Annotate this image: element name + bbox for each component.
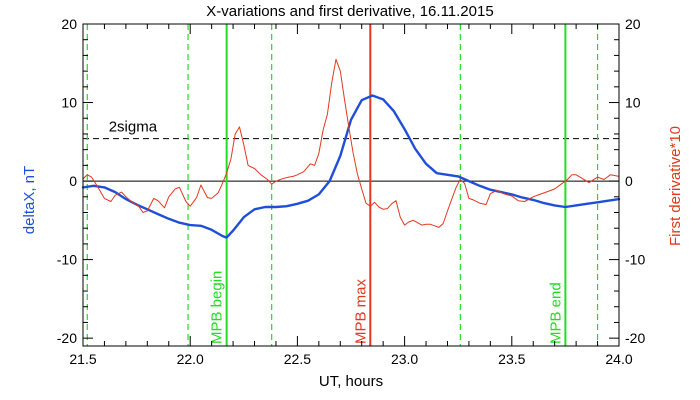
series-line-deltax (81, 94, 621, 239)
x-tick-label: 23.5 (498, 351, 525, 367)
x-tick-label: 22.5 (284, 351, 311, 367)
plot-frame (82, 23, 620, 347)
x-tick-label: 22.0 (177, 351, 204, 367)
y-tick-label-right: 10 (625, 95, 641, 111)
y-tick-label-left: -10 (57, 252, 77, 268)
plot-area: 2sigma MPB begin MPB max MPB end (81, 24, 621, 346)
x-tick-label: 21.5 (69, 351, 96, 367)
y-tick-label-left: 10 (61, 95, 77, 111)
y-tick-label-right: 0 (625, 173, 633, 189)
x-tick-label: 23.0 (391, 351, 418, 367)
x-tick-label: 24.0 (605, 351, 632, 367)
y-tick-label-left: 20 (61, 16, 77, 32)
marker-label: MPB max (352, 278, 369, 344)
marker-label: MPB begin (209, 271, 226, 344)
x-axis-label: UT, hours (319, 373, 383, 390)
chart-title: X-variations and first derivative, 16.11… (206, 3, 493, 20)
y-tick-label-left: -20 (57, 330, 77, 346)
y-axis-label-left: deltaX, nT (21, 166, 38, 234)
series-line-derivative (82, 58, 620, 228)
marker-label: MPB end (547, 282, 564, 344)
y-tick-label-left: 0 (69, 173, 77, 189)
y-axis-label-right: First derivative*10 (667, 126, 684, 246)
y-tick-label-right: -20 (625, 330, 645, 346)
y-tick-label-right: 20 (625, 16, 641, 32)
threshold-label: 2sigma (109, 119, 158, 136)
y-tick-label-right: -10 (625, 252, 645, 268)
